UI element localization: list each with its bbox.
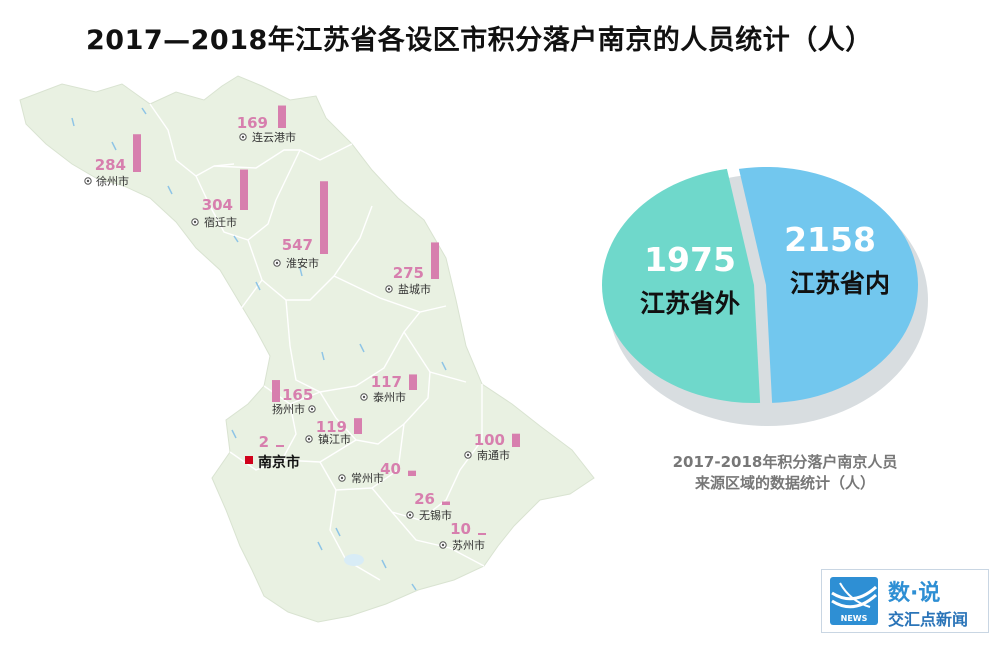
logo-badge-text: NEWS <box>841 614 868 623</box>
pie-outside-label: 江苏省外 <box>640 289 740 318</box>
city-name-label: 泰州市 <box>373 390 406 404</box>
pie-caption-line2: 来源区域的数据统计（人） <box>694 474 875 492</box>
pie-chart: 1975 江苏省外 2158 江苏省内 <box>602 166 928 426</box>
bar-6 <box>272 380 280 402</box>
city-value-label: 119 <box>316 418 347 436</box>
city-value-label: 2 <box>259 433 269 451</box>
city-value-label: 117 <box>371 373 402 391</box>
city-name-label: 无锡市 <box>419 508 452 522</box>
city-name-label: 连云港市 <box>252 130 296 144</box>
city-value-label: 275 <box>393 264 424 282</box>
city-value-label: 40 <box>380 460 401 478</box>
water-features <box>71 107 447 591</box>
city-value-label: 547 <box>282 236 313 254</box>
city-name-label: 宿迁市 <box>204 215 237 229</box>
bar-9 <box>512 433 520 447</box>
city-dot-center <box>275 261 279 265</box>
city-name-label: 徐州市 <box>96 174 129 188</box>
city-name-label: 淮安市 <box>286 256 319 270</box>
pie-caption-line1: 2017-2018年积分落户南京人员 <box>672 453 898 471</box>
bar-4 <box>320 181 328 254</box>
lake-shape <box>344 554 364 566</box>
city-dot-center <box>387 287 391 291</box>
city-value-label: 10 <box>450 520 471 538</box>
page-title: 2017—2018年江苏省各设区市积分落户南京的人员统计（人） <box>86 25 873 56</box>
city-dot-center <box>408 513 412 517</box>
city-dot-center <box>241 135 245 139</box>
bar-10 <box>276 445 284 447</box>
bar-1 <box>278 105 286 128</box>
nanjing-marker-icon <box>245 456 253 464</box>
logo-title: 数·说 <box>888 581 941 606</box>
city-name-label: 常州市 <box>351 471 384 485</box>
pie-slice-outside <box>602 168 761 403</box>
city-name-label: 南京市 <box>258 454 300 471</box>
city-value-label: 165 <box>282 386 313 404</box>
pie-outside-value: 1975 <box>644 240 736 279</box>
news-logo-icon: NEWS <box>830 577 878 625</box>
city-dot-center <box>86 179 90 183</box>
city-name-label: 苏州市 <box>452 538 485 552</box>
pie-inside-label: 江苏省内 <box>790 269 890 298</box>
city-value-label: 284 <box>95 156 126 174</box>
bar-13 <box>478 533 486 535</box>
brand-logo: NEWS 数·说 交汇点新闻 <box>821 569 989 633</box>
city-dot-center <box>340 476 344 480</box>
city-name-label: 镇江市 <box>318 432 351 446</box>
city-value-label: 26 <box>414 490 435 508</box>
city-dot-center <box>307 437 311 441</box>
bar-3 <box>240 169 248 210</box>
city-dot-center <box>466 453 470 457</box>
logo-subtitle: 交汇点新闻 <box>888 610 969 629</box>
city-value-label: 100 <box>474 431 505 449</box>
bar-11 <box>408 470 416 476</box>
bar-5 <box>431 242 439 279</box>
pie-inside-value: 2158 <box>784 220 876 259</box>
pie-caption: 2017-2018年积分落户南京人员 来源区域的数据统计（人） <box>620 452 950 494</box>
jiangsu-province-shape <box>19 75 595 623</box>
city-dot-center <box>193 220 197 224</box>
city-name-label: 南通市 <box>477 448 510 462</box>
bar-2 <box>133 134 141 172</box>
pie-slice-inside <box>738 166 919 403</box>
city-dot-center <box>441 543 445 547</box>
city-value-label: 304 <box>202 196 233 214</box>
city-dot-center <box>362 395 366 399</box>
bar-8 <box>354 418 362 434</box>
city-value-label: 169 <box>237 114 268 132</box>
bar-7 <box>409 374 417 390</box>
city-name-label: 扬州市 <box>272 402 305 416</box>
city-dot-center <box>310 407 314 411</box>
city-name-label: 盐城市 <box>398 282 431 296</box>
bar-12 <box>442 501 450 505</box>
